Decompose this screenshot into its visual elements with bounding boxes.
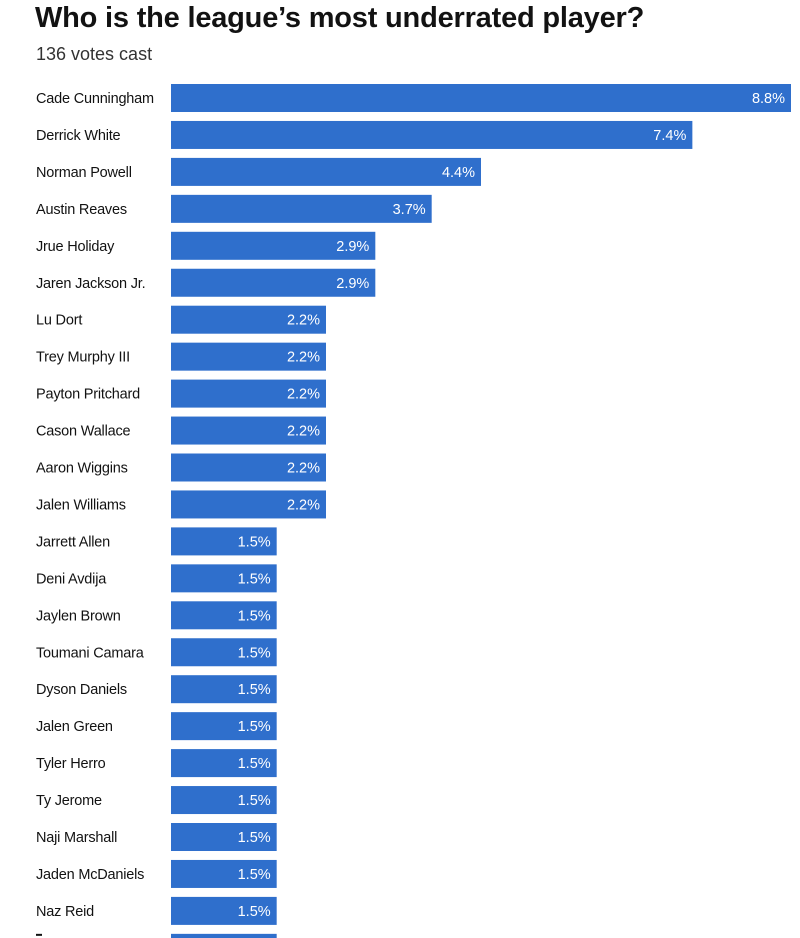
category-label: Jaren Jackson Jr. (36, 276, 145, 292)
bar (171, 564, 277, 593)
value-label: 1.5% (238, 719, 271, 735)
bar-row: Ty Jerome 1.5% (36, 786, 277, 815)
bar (171, 675, 277, 704)
category-label: Jrue Holiday (36, 239, 115, 255)
bar-row: Norman Powell 4.4% (36, 157, 481, 186)
bar-row: Cade Cunningham 8.8% (36, 84, 791, 112)
category-label: Naji Marshall (36, 830, 117, 846)
bar-row: Jarrett Allen 1.5% (36, 527, 277, 556)
bar-row: Aaron Wiggins 2.2% (36, 453, 326, 482)
bar (171, 84, 791, 112)
value-label: 8.8% (752, 91, 785, 107)
bar (171, 859, 277, 888)
bar-row: Lu Dort 2.2% (36, 305, 326, 334)
bar-row: Deni Avdija 1.5% (36, 564, 277, 593)
bar-row: Jaren Jackson Jr. 2.9% (36, 268, 376, 297)
value-label: 1.5% (238, 793, 271, 809)
category-label: Ty Jerome (36, 793, 102, 809)
chart-title: Who is the league’s most underrated play… (35, 2, 645, 34)
bar (171, 305, 326, 334)
category-label: Toumani Camara (36, 645, 145, 661)
bar (171, 231, 376, 260)
category-label: Aaron Wiggins (36, 461, 128, 477)
category-label: Jalen Williams (36, 497, 126, 513)
category-label: Trey Murphy III (36, 350, 130, 366)
value-label: 1.5% (238, 645, 271, 661)
category-label: Dyson Daniels (36, 682, 127, 698)
bar-row: Jalen Williams 2.2% (36, 490, 326, 519)
value-label: 2.2% (287, 497, 320, 513)
category-label: Norman Powell (36, 165, 132, 181)
category-label-truncated (36, 933, 42, 936)
value-label: 2.2% (287, 424, 320, 440)
value-label: 1.5% (238, 867, 271, 883)
bar (171, 601, 277, 630)
category-label: Lu Dort (36, 313, 82, 329)
value-label: 1.5% (238, 756, 271, 772)
bar-row: Toumani Camara 1.5% (36, 638, 277, 667)
value-label: 1.5% (238, 904, 271, 920)
value-label: 1.5% (238, 682, 271, 698)
category-label: Jaden McDaniels (36, 867, 144, 883)
bar (171, 749, 277, 778)
category-label: Payton Pritchard (36, 387, 140, 403)
value-label: 3.7% (393, 202, 426, 218)
category-label: Cade Cunningham (36, 91, 154, 107)
bar-row: Cason Wallace 2.2% (36, 416, 326, 445)
bar (171, 490, 326, 519)
category-label: Jarrett Allen (36, 534, 110, 550)
bar (171, 896, 277, 925)
bar (171, 638, 277, 667)
bar-row: Austin Reaves 3.7% (36, 194, 432, 223)
value-label: 2.2% (287, 461, 320, 477)
bar (171, 268, 376, 297)
bar (171, 786, 277, 815)
bar (171, 194, 432, 223)
category-label: Naz Reid (36, 904, 94, 920)
bar (171, 379, 326, 408)
bar-row: Jalen Green 1.5% (36, 712, 277, 741)
value-label: 4.4% (442, 165, 475, 181)
bar-row: Derrick White 7.4% (36, 120, 693, 149)
chart-subtitle: 136 votes cast (36, 44, 153, 64)
bar (171, 823, 277, 851)
bar-row: Trey Murphy III 2.2% (36, 342, 326, 371)
bar-row: Jrue Holiday 2.9% (36, 231, 376, 260)
value-label: 2.2% (287, 313, 320, 329)
value-label: 2.9% (336, 276, 369, 292)
bar (171, 120, 693, 149)
bar (171, 416, 326, 445)
bar-row: Jaylen Brown 1.5% (36, 601, 277, 630)
bar-row: Jaden McDaniels 1.5% (36, 859, 277, 888)
bar-row: Payton Pritchard 2.2% (36, 379, 326, 408)
bar (171, 157, 481, 186)
category-label: Jalen Green (36, 719, 113, 735)
bar-row: Naji Marshall 1.5% (36, 823, 277, 851)
bar-row: Dyson Daniels 1.5% (36, 675, 277, 704)
value-label: 2.2% (287, 350, 320, 366)
bar (171, 527, 277, 556)
category-label: Tyler Herro (36, 756, 106, 772)
bar (171, 712, 277, 741)
value-label: 2.2% (287, 387, 320, 403)
category-label: Austin Reaves (36, 202, 127, 218)
bar (171, 453, 326, 482)
value-label: 1.5% (238, 830, 271, 846)
category-label: Deni Avdija (36, 571, 107, 587)
category-label: Cason Wallace (36, 424, 131, 440)
value-label: 7.4% (653, 128, 686, 144)
bar-row: Tyler Herro 1.5% (36, 749, 277, 778)
value-label: 2.9% (336, 239, 369, 255)
bar-truncated (171, 933, 277, 938)
category-label: Derrick White (36, 128, 121, 144)
value-label: 1.5% (238, 571, 271, 587)
bar (171, 342, 326, 371)
bar-row: Naz Reid 1.5% (36, 896, 277, 925)
category-label: Jaylen Brown (36, 608, 121, 624)
value-label: 1.5% (238, 608, 271, 624)
value-label: 1.5% (238, 534, 271, 550)
